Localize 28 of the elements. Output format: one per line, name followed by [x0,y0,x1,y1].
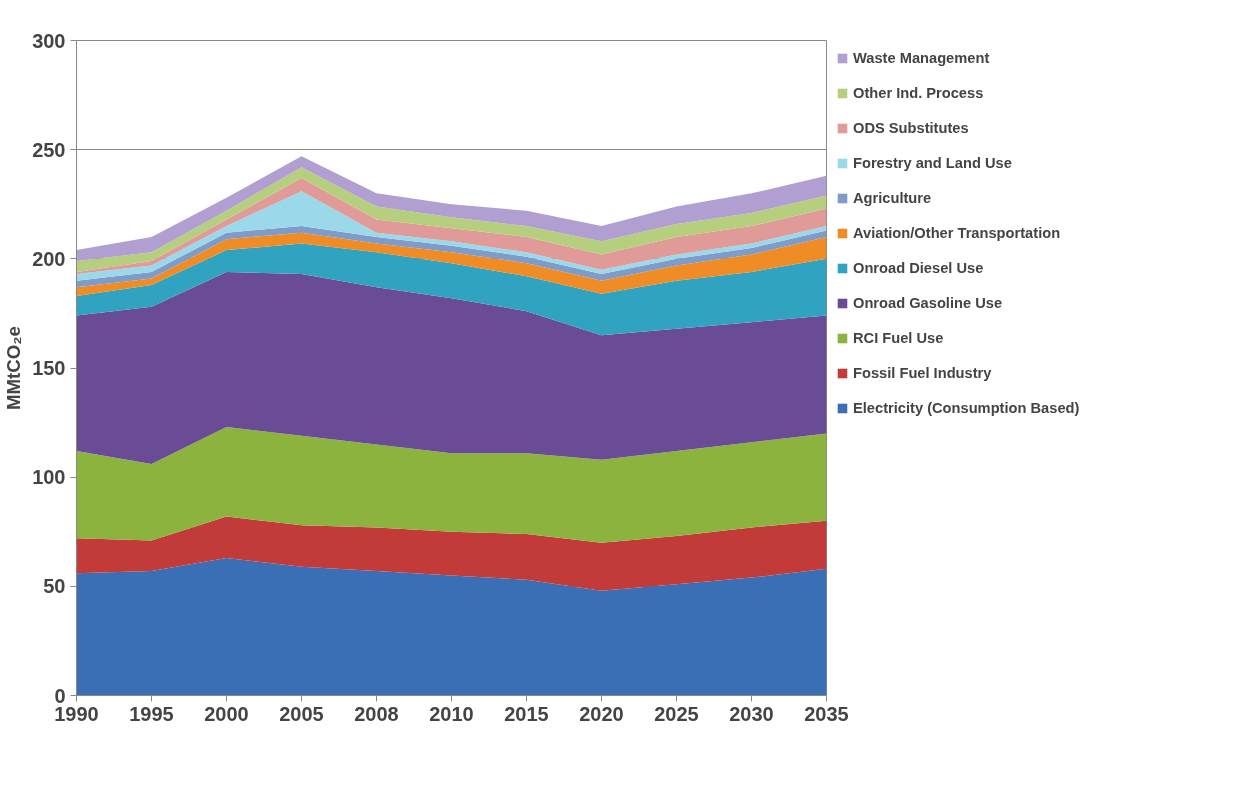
x-tick-label: 2015 [504,702,549,725]
legend-label: Agriculture [853,190,932,206]
legend-label: Onroad Diesel Use [853,260,984,276]
x-tick-label: 2000 [204,702,249,725]
x-tick-label: 2010 [429,702,474,725]
legend-label: Electricity (Consumption Based) [853,400,1080,416]
legend-label: Aviation/Other Transportation [853,225,1061,241]
y-tick-label: 250 [32,138,66,161]
x-tick-label: 2035 [804,702,849,725]
x-tick-label: 2020 [579,702,624,725]
x-tick-label: 2005 [279,702,324,725]
legend-label: Forestry and Land Use [853,155,1012,171]
y-tick-label: 100 [32,466,66,489]
x-tick-label: 1995 [129,702,174,725]
legend-label: ODS Substitutes [853,120,969,136]
legend-label: Waste Management [853,50,990,66]
x-tick-label: 2025 [654,702,699,725]
y-tick-label: 200 [32,247,66,270]
y-tick-label: 50 [43,575,66,598]
legend-label: RCI Fuel Use [853,330,944,346]
x-tick-label: 2008 [354,702,399,725]
y-tick-label: 300 [32,29,66,52]
legend-label: Fossil Fuel Industry [853,365,992,381]
legend-label: Onroad Gasoline Use [853,295,1003,311]
y-tick-label: 150 [32,357,66,379]
y-axis-title: MMtCO₂e [3,326,25,410]
legend-label: Other Ind. Process [853,85,984,101]
x-tick-label: 2030 [729,702,774,725]
